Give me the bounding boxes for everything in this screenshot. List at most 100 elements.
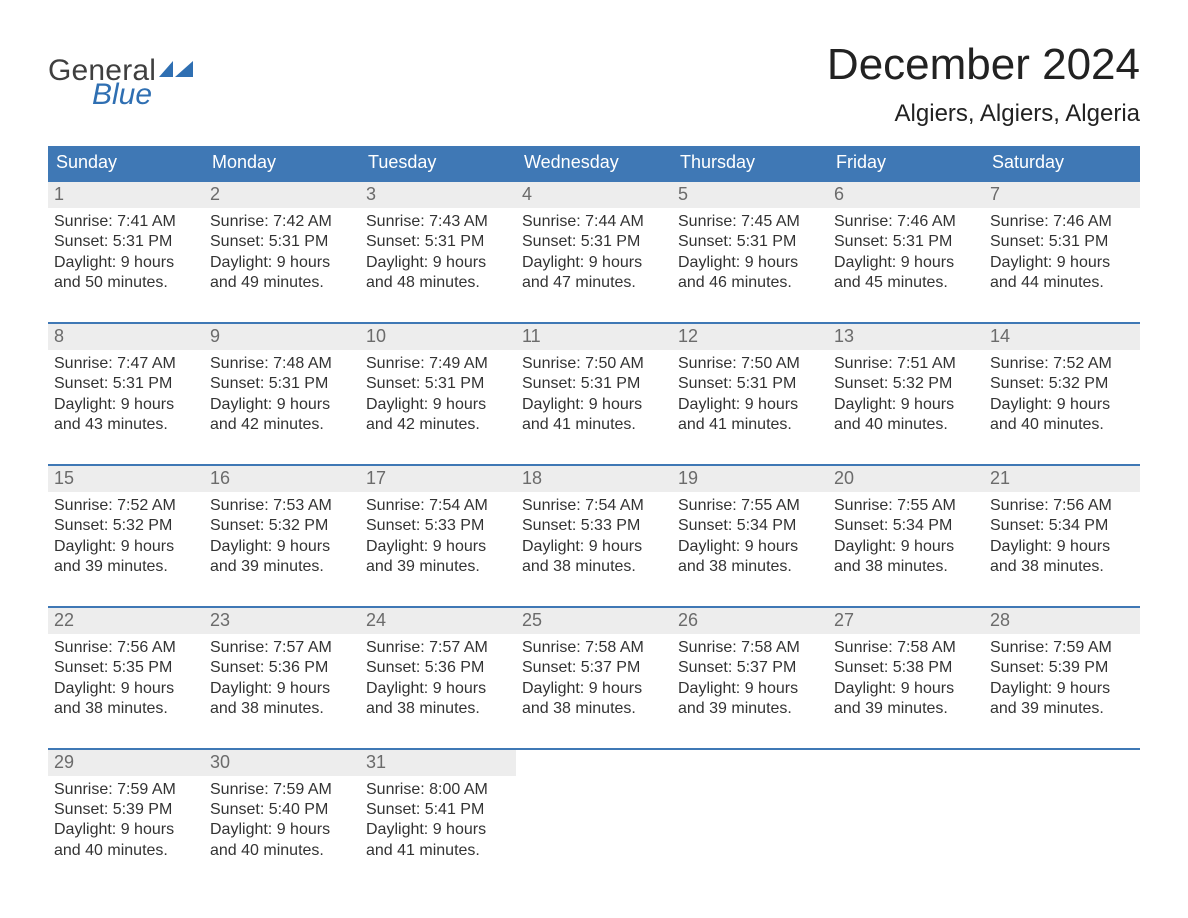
weekday-header: Monday xyxy=(204,146,360,180)
location-subtitle: Algiers, Algiers, Algeria xyxy=(827,100,1140,128)
daylight-line: and 39 minutes. xyxy=(366,557,510,577)
weekday-header: Friday xyxy=(828,146,984,180)
day-cell: 19Sunrise: 7:55 AMSunset: 5:34 PMDayligh… xyxy=(672,466,828,578)
daylight-line: Daylight: 9 hours xyxy=(678,679,822,699)
daylight-line: Daylight: 9 hours xyxy=(210,395,354,415)
day-content: Sunrise: 7:42 AMSunset: 5:31 PMDaylight:… xyxy=(204,208,360,294)
sunset-line: Sunset: 5:31 PM xyxy=(990,232,1134,252)
daylight-line: Daylight: 9 hours xyxy=(834,679,978,699)
day-number: 17 xyxy=(360,466,516,492)
sunrise-line: Sunrise: 7:49 AM xyxy=(366,354,510,374)
sunset-line: Sunset: 5:31 PM xyxy=(678,232,822,252)
weekday-header: Tuesday xyxy=(360,146,516,180)
day-cell: 8Sunrise: 7:47 AMSunset: 5:31 PMDaylight… xyxy=(48,324,204,436)
daylight-line: Daylight: 9 hours xyxy=(834,253,978,273)
day-cell: 20Sunrise: 7:55 AMSunset: 5:34 PMDayligh… xyxy=(828,466,984,578)
day-number: 15 xyxy=(48,466,204,492)
day-cell: 25Sunrise: 7:58 AMSunset: 5:37 PMDayligh… xyxy=(516,608,672,720)
day-content: Sunrise: 7:59 AMSunset: 5:40 PMDaylight:… xyxy=(204,776,360,862)
sunrise-line: Sunrise: 7:47 AM xyxy=(54,354,198,374)
day-number: 19 xyxy=(672,466,828,492)
sunset-line: Sunset: 5:34 PM xyxy=(678,516,822,536)
sunrise-line: Sunrise: 7:51 AM xyxy=(834,354,978,374)
sunrise-line: Sunrise: 7:50 AM xyxy=(522,354,666,374)
day-number: 23 xyxy=(204,608,360,634)
daylight-line: Daylight: 9 hours xyxy=(834,537,978,557)
day-content: Sunrise: 7:55 AMSunset: 5:34 PMDaylight:… xyxy=(672,492,828,578)
day-cell: 31Sunrise: 8:00 AMSunset: 5:41 PMDayligh… xyxy=(360,750,516,862)
day-cell xyxy=(984,750,1140,862)
sunrise-line: Sunrise: 7:55 AM xyxy=(834,496,978,516)
daylight-line: and 40 minutes. xyxy=(834,415,978,435)
daylight-line: and 41 minutes. xyxy=(678,415,822,435)
daylight-line: and 38 minutes. xyxy=(54,699,198,719)
daylight-line: and 39 minutes. xyxy=(54,557,198,577)
day-cell: 14Sunrise: 7:52 AMSunset: 5:32 PMDayligh… xyxy=(984,324,1140,436)
month-title: December 2024 xyxy=(827,40,1140,90)
daylight-line: and 38 minutes. xyxy=(834,557,978,577)
day-content: Sunrise: 7:49 AMSunset: 5:31 PMDaylight:… xyxy=(360,350,516,436)
sunset-line: Sunset: 5:36 PM xyxy=(210,658,354,678)
sunset-line: Sunset: 5:31 PM xyxy=(834,232,978,252)
day-number: 6 xyxy=(828,182,984,208)
day-number: 5 xyxy=(672,182,828,208)
sunrise-line: Sunrise: 8:00 AM xyxy=(366,780,510,800)
daylight-line: Daylight: 9 hours xyxy=(54,395,198,415)
day-number: 26 xyxy=(672,608,828,634)
daylight-line: Daylight: 9 hours xyxy=(54,679,198,699)
daylight-line: Daylight: 9 hours xyxy=(366,679,510,699)
daylight-line: and 40 minutes. xyxy=(54,841,198,861)
day-cell: 24Sunrise: 7:57 AMSunset: 5:36 PMDayligh… xyxy=(360,608,516,720)
sunset-line: Sunset: 5:37 PM xyxy=(678,658,822,678)
day-number: 10 xyxy=(360,324,516,350)
daylight-line: Daylight: 9 hours xyxy=(522,395,666,415)
daylight-line: and 38 minutes. xyxy=(522,699,666,719)
daylight-line: Daylight: 9 hours xyxy=(54,820,198,840)
day-number: 4 xyxy=(516,182,672,208)
day-cell: 29Sunrise: 7:59 AMSunset: 5:39 PMDayligh… xyxy=(48,750,204,862)
sunrise-line: Sunrise: 7:58 AM xyxy=(834,638,978,658)
day-cell: 10Sunrise: 7:49 AMSunset: 5:31 PMDayligh… xyxy=(360,324,516,436)
weekday-header: Thursday xyxy=(672,146,828,180)
day-content: Sunrise: 7:54 AMSunset: 5:33 PMDaylight:… xyxy=(360,492,516,578)
daylight-line: and 38 minutes. xyxy=(990,557,1134,577)
day-cell: 17Sunrise: 7:54 AMSunset: 5:33 PMDayligh… xyxy=(360,466,516,578)
day-cell: 21Sunrise: 7:56 AMSunset: 5:34 PMDayligh… xyxy=(984,466,1140,578)
title-block: December 2024 Algiers, Algiers, Algeria xyxy=(827,40,1140,128)
day-content: Sunrise: 7:56 AMSunset: 5:34 PMDaylight:… xyxy=(984,492,1140,578)
sunset-line: Sunset: 5:40 PM xyxy=(210,800,354,820)
week-row: 1Sunrise: 7:41 AMSunset: 5:31 PMDaylight… xyxy=(48,180,1140,294)
day-content: Sunrise: 7:51 AMSunset: 5:32 PMDaylight:… xyxy=(828,350,984,436)
day-cell: 28Sunrise: 7:59 AMSunset: 5:39 PMDayligh… xyxy=(984,608,1140,720)
daylight-line: and 38 minutes. xyxy=(210,699,354,719)
day-number: 24 xyxy=(360,608,516,634)
day-content: Sunrise: 7:54 AMSunset: 5:33 PMDaylight:… xyxy=(516,492,672,578)
sunrise-line: Sunrise: 7:50 AM xyxy=(678,354,822,374)
flag-icon xyxy=(159,61,193,86)
week-row: 29Sunrise: 7:59 AMSunset: 5:39 PMDayligh… xyxy=(48,748,1140,862)
day-number: 1 xyxy=(48,182,204,208)
sunrise-line: Sunrise: 7:59 AM xyxy=(210,780,354,800)
weekday-header: Wednesday xyxy=(516,146,672,180)
daylight-line: and 40 minutes. xyxy=(210,841,354,861)
day-number: 12 xyxy=(672,324,828,350)
day-content: Sunrise: 7:55 AMSunset: 5:34 PMDaylight:… xyxy=(828,492,984,578)
sunrise-line: Sunrise: 7:59 AM xyxy=(54,780,198,800)
day-cell: 3Sunrise: 7:43 AMSunset: 5:31 PMDaylight… xyxy=(360,182,516,294)
daylight-line: and 50 minutes. xyxy=(54,273,198,293)
day-number: 3 xyxy=(360,182,516,208)
sunset-line: Sunset: 5:33 PM xyxy=(522,516,666,536)
day-content: Sunrise: 7:43 AMSunset: 5:31 PMDaylight:… xyxy=(360,208,516,294)
day-number: 20 xyxy=(828,466,984,492)
weekday-header-row: Sunday Monday Tuesday Wednesday Thursday… xyxy=(48,146,1140,180)
day-content: Sunrise: 7:52 AMSunset: 5:32 PMDaylight:… xyxy=(984,350,1140,436)
sunset-line: Sunset: 5:39 PM xyxy=(990,658,1134,678)
brand-word-blue: Blue xyxy=(92,78,152,112)
sunrise-line: Sunrise: 7:53 AM xyxy=(210,496,354,516)
day-number: 27 xyxy=(828,608,984,634)
day-content: Sunrise: 7:59 AMSunset: 5:39 PMDaylight:… xyxy=(984,634,1140,720)
daylight-line: Daylight: 9 hours xyxy=(210,679,354,699)
daylight-line: and 39 minutes. xyxy=(990,699,1134,719)
day-number: 18 xyxy=(516,466,672,492)
week-spacer xyxy=(48,436,1140,464)
